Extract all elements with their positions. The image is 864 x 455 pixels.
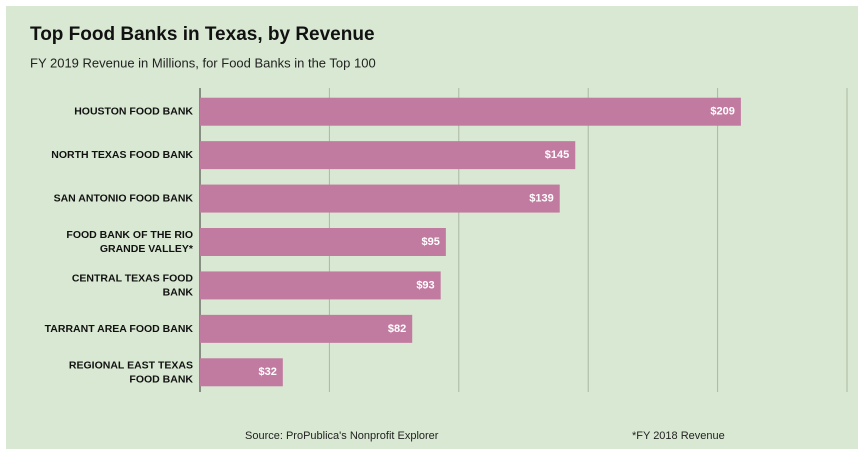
chart-title: Top Food Banks in Texas, by Revenue [30, 24, 375, 45]
y-tick-label: SAN ANTONIO FOOD BANK [54, 192, 194, 204]
bar [200, 271, 441, 300]
data-label: $82 [388, 323, 406, 335]
data-label: $145 [545, 149, 569, 161]
bar [200, 184, 560, 213]
bar [200, 314, 413, 343]
data-label: $93 [416, 279, 434, 291]
y-tick-label: FOOD BANK OF THE RIO GRANDE VALLEY* [66, 229, 193, 255]
y-tick-label: TARRANT AREA FOOD BANK [45, 323, 194, 335]
data-label: $139 [529, 192, 553, 204]
y-tick-label: NORTH TEXAS FOOD BANK [51, 149, 193, 161]
data-label: $95 [422, 236, 440, 248]
bar [200, 228, 446, 256]
data-label: $209 [710, 106, 734, 118]
data-label: $32 [258, 366, 276, 378]
chart-subtitle: FY 2019 Revenue in Millions, for Food Ba… [30, 55, 376, 70]
bar [200, 97, 741, 126]
y-tick-label: CENTRAL TEXAS FOOD BANK [72, 272, 194, 298]
y-tick-label: REGIONAL EAST TEXAS FOOD BANK [69, 359, 193, 385]
background [6, 6, 858, 449]
bar [200, 358, 283, 387]
y-tick-label: HOUSTON FOOD BANK [74, 105, 193, 117]
footnote: *FY 2018 Revenue [632, 430, 725, 442]
bar [200, 141, 576, 170]
source: Source: ProPublica's Nonprofit Explorer [245, 430, 439, 442]
